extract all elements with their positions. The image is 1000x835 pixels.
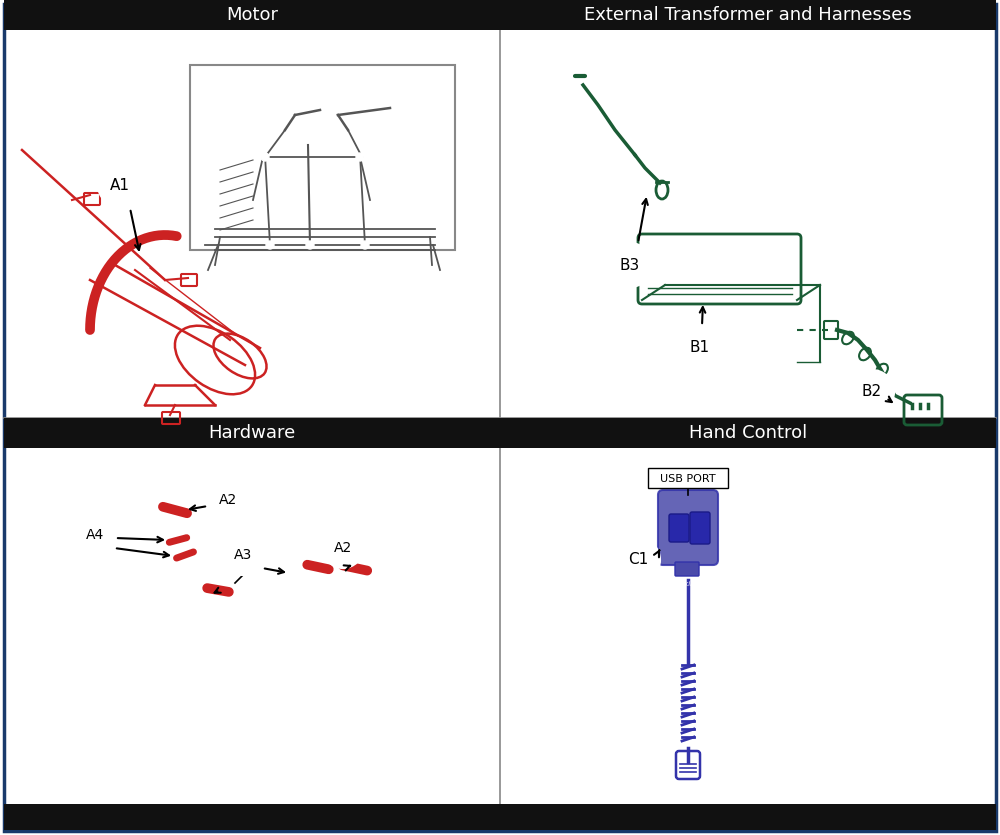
Text: A4: A4 [86,528,104,542]
Circle shape [361,241,369,249]
Bar [4,804,996,830]
Circle shape [356,153,364,161]
Circle shape [616,538,660,582]
Text: USB PORT: USB PORT [660,474,716,484]
Text: B1: B1 [690,341,710,356]
Text: C1: C1 [628,553,648,568]
Text: Hand Control: Hand Control [689,424,807,442]
Text: A2: A2 [219,493,237,507]
FancyBboxPatch shape [648,468,728,488]
Circle shape [323,528,363,568]
Text: B3: B3 [620,257,640,272]
Bar [4,418,996,448]
Bar [190,65,455,250]
Bar [4,0,996,30]
Circle shape [75,515,115,555]
Text: Hardware: Hardware [208,424,296,442]
FancyBboxPatch shape [675,562,699,576]
Text: A1: A1 [110,178,130,193]
Text: A3: A3 [234,548,252,562]
Circle shape [678,326,722,370]
Circle shape [98,163,142,207]
Text: A2: A2 [334,541,352,555]
Circle shape [608,243,652,287]
FancyBboxPatch shape [669,514,689,542]
Circle shape [850,370,894,414]
Text: B2: B2 [862,384,882,399]
Text: okin: okin [681,581,695,587]
Circle shape [208,480,248,520]
FancyBboxPatch shape [690,512,710,544]
Circle shape [306,241,314,249]
Text: External Transformer and Harnesses: External Transformer and Harnesses [584,6,912,24]
Circle shape [223,535,263,575]
Circle shape [261,153,269,161]
Text: Motor: Motor [226,6,278,24]
FancyBboxPatch shape [658,490,718,565]
Circle shape [266,241,274,249]
